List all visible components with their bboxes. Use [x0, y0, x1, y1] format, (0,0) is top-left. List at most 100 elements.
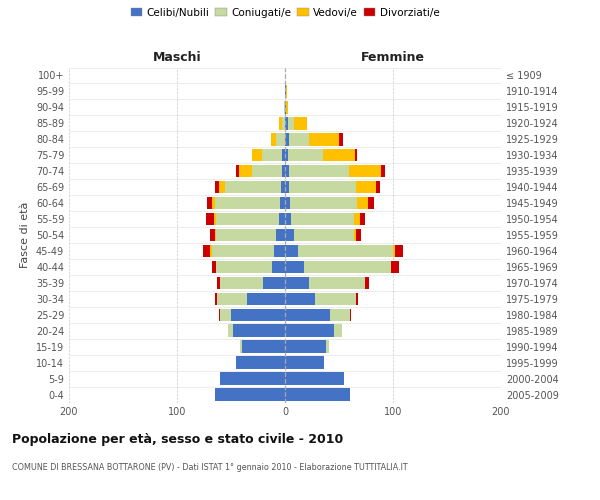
- Bar: [239, 165, 251, 177]
- Text: Popolazione per età, sesso e stato civile - 2010: Popolazione per età, sesso e stato civil…: [12, 432, 343, 446]
- Bar: [285, 133, 289, 145]
- Bar: [236, 356, 285, 369]
- Bar: [220, 372, 285, 385]
- Bar: [285, 149, 288, 162]
- Bar: [285, 260, 304, 273]
- Bar: [304, 260, 391, 273]
- Bar: [212, 260, 216, 273]
- Bar: [247, 292, 285, 305]
- Bar: [298, 244, 393, 257]
- Bar: [282, 117, 285, 130]
- Bar: [271, 133, 277, 145]
- Bar: [376, 181, 380, 194]
- Bar: [339, 133, 343, 145]
- Bar: [285, 213, 292, 226]
- Bar: [274, 244, 285, 257]
- Bar: [395, 244, 403, 257]
- Bar: [282, 165, 285, 177]
- Bar: [236, 165, 239, 177]
- Bar: [309, 133, 339, 145]
- Bar: [289, 181, 356, 194]
- Bar: [219, 308, 220, 321]
- Bar: [278, 213, 285, 226]
- Legend: Celibi/Nubili, Coniugati/e, Vedovi/e, Divorziati/e: Celibi/Nubili, Coniugati/e, Vedovi/e, Di…: [128, 6, 442, 20]
- Bar: [216, 229, 277, 241]
- Bar: [391, 260, 400, 273]
- Bar: [285, 181, 289, 194]
- Bar: [220, 308, 231, 321]
- Bar: [217, 292, 247, 305]
- Bar: [285, 356, 324, 369]
- Bar: [349, 165, 381, 177]
- Bar: [334, 324, 342, 337]
- Bar: [358, 197, 368, 209]
- Bar: [359, 213, 365, 226]
- Bar: [206, 213, 214, 226]
- Bar: [285, 165, 289, 177]
- Bar: [288, 117, 293, 130]
- Bar: [293, 229, 354, 241]
- Bar: [281, 181, 285, 194]
- Bar: [272, 260, 285, 273]
- Bar: [326, 340, 329, 353]
- Bar: [203, 244, 211, 257]
- Bar: [323, 149, 355, 162]
- Text: Femmine: Femmine: [361, 52, 425, 64]
- Bar: [211, 229, 215, 241]
- Bar: [239, 340, 242, 353]
- Bar: [285, 372, 344, 385]
- Bar: [356, 181, 376, 194]
- Bar: [214, 213, 216, 226]
- Bar: [224, 181, 281, 194]
- Bar: [277, 133, 285, 145]
- Bar: [228, 324, 233, 337]
- Bar: [285, 197, 290, 209]
- Bar: [215, 197, 280, 209]
- Bar: [286, 85, 287, 98]
- Bar: [216, 213, 278, 226]
- Bar: [251, 149, 262, 162]
- Bar: [285, 229, 293, 241]
- Bar: [365, 276, 369, 289]
- Bar: [285, 308, 331, 321]
- Bar: [215, 229, 216, 241]
- Bar: [231, 308, 285, 321]
- Bar: [393, 244, 395, 257]
- Bar: [217, 276, 220, 289]
- Bar: [285, 324, 334, 337]
- Bar: [251, 165, 282, 177]
- Bar: [219, 181, 224, 194]
- Bar: [289, 165, 349, 177]
- Bar: [293, 117, 307, 130]
- Bar: [309, 276, 365, 289]
- Bar: [262, 149, 282, 162]
- Bar: [285, 85, 286, 98]
- Bar: [233, 324, 285, 337]
- Bar: [286, 101, 288, 114]
- Bar: [355, 149, 358, 162]
- Bar: [288, 149, 323, 162]
- Bar: [215, 388, 285, 400]
- Bar: [277, 229, 285, 241]
- Bar: [285, 101, 286, 114]
- Bar: [284, 101, 285, 114]
- Bar: [285, 117, 288, 130]
- Bar: [263, 276, 285, 289]
- Text: COMUNE DI BRESSANA BOTTARONE (PV) - Dati ISTAT 1° gennaio 2010 - Elaborazione TU: COMUNE DI BRESSANA BOTTARONE (PV) - Dati…: [12, 462, 407, 471]
- Bar: [285, 292, 315, 305]
- Bar: [290, 197, 358, 209]
- Bar: [356, 292, 358, 305]
- Bar: [212, 244, 274, 257]
- Bar: [212, 197, 215, 209]
- Bar: [282, 149, 285, 162]
- Bar: [350, 308, 351, 321]
- Bar: [278, 117, 282, 130]
- Bar: [331, 308, 350, 321]
- Bar: [381, 165, 385, 177]
- Bar: [215, 292, 217, 305]
- Bar: [368, 197, 374, 209]
- Y-axis label: Fasce di età: Fasce di età: [20, 202, 30, 268]
- Bar: [211, 244, 212, 257]
- Bar: [280, 197, 285, 209]
- Bar: [356, 229, 361, 241]
